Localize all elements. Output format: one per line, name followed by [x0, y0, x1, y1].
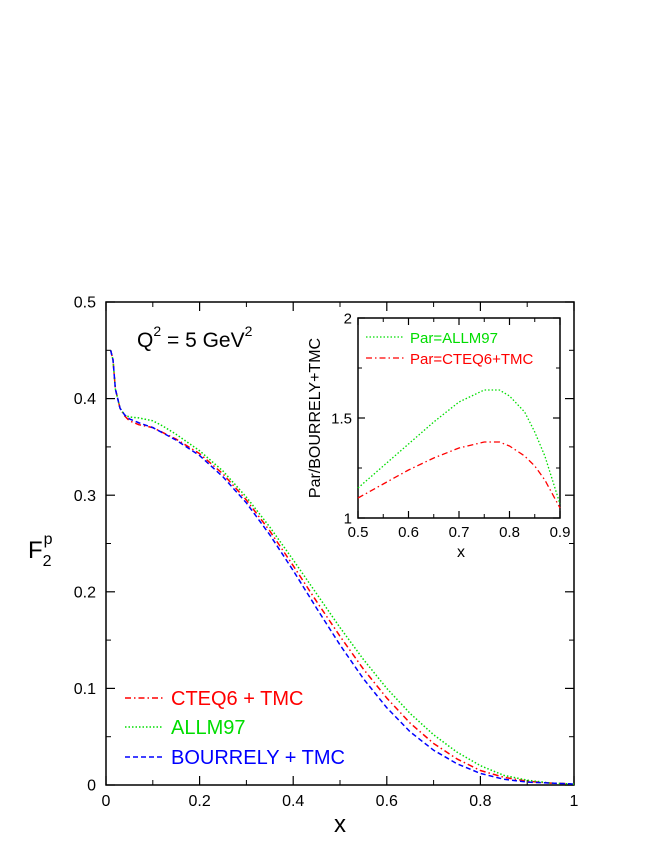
main-legend: CTEQ6 + TMC ALLM97 BOURRELY + TMC — [125, 688, 345, 769]
main-series — [109, 350, 575, 785]
main-x-tick-label: 0.6 — [376, 793, 398, 810]
inset-legend-label-cteq6: Par=CTEQ6+TMC — [410, 351, 534, 368]
main-x-tick-label: 0.8 — [469, 793, 491, 810]
main-y-tick-label: 0.2 — [74, 584, 96, 601]
main-y-axis-label: F2 p — [28, 531, 53, 570]
main-y-tick-label: 0.4 — [74, 391, 96, 408]
main-y-tick-label: 0.1 — [74, 681, 96, 698]
legend-label-allm97: ALLM97 — [171, 717, 246, 739]
inset-y-tick-label: 1.5 — [331, 410, 352, 427]
legend-label-bourrely: BOURRELY + TMC — [171, 747, 345, 769]
inset-x-tick-label: 0.7 — [449, 524, 470, 541]
q2-annotation: Q2 = 5 GeV2 — [137, 323, 253, 352]
legend-label-cteq6: CTEQ6 + TMC — [171, 688, 303, 710]
main-x-axis-label: x — [334, 811, 346, 838]
inset-y-axis-label: Par/BOURRELY+TMC — [307, 338, 324, 498]
main-series-line-bourrely-tmc — [109, 350, 575, 785]
main-x-tick-label: 0.2 — [188, 793, 210, 810]
q2-annotation-sup1: 2 — [153, 323, 161, 339]
main-x-tick-label: 1 — [570, 793, 579, 810]
main-series-line-cteq6-tmc — [109, 350, 575, 785]
main-y-tick-label: 0.5 — [74, 295, 96, 312]
inset-y-tick-label: 2 — [344, 310, 352, 327]
inset-x-axis-label: x — [457, 544, 465, 561]
main-x-tick-label: 0 — [102, 793, 111, 810]
inset-x-tick-label: 0.6 — [398, 524, 419, 541]
main-y-tick-label: 0 — [87, 778, 96, 795]
inset-legend: Par=ALLM97 Par=CTEQ6+TMC — [366, 330, 534, 368]
q2-annotation-pre: Q — [137, 329, 153, 352]
main-y-tick-label: 0.3 — [74, 488, 96, 505]
inset-ticks: 0.5 0.6 0.7 0.8 0.9 1 1.5 2 — [331, 310, 570, 541]
inset-series — [357, 389, 561, 509]
main-y-axis-label-sub: 2 — [43, 553, 52, 570]
main-y-axis-label-base: F — [28, 537, 43, 564]
inset-series-line-par-allm97 — [357, 389, 561, 505]
main-chart: 0 0.2 0.4 0.6 0.8 100.10.20.30.40.5 x F2p Q2 … — [28, 295, 579, 838]
inset-x-tick-label: 0.8 — [499, 524, 520, 541]
main-series-line-allm97 — [109, 350, 575, 785]
inset-plot-frame — [357, 317, 561, 519]
inset-x-tick-label: 0.9 — [550, 524, 571, 541]
q2-annotation-sup2: 2 — [245, 323, 253, 339]
inset-legend-label-allm97: Par=ALLM97 — [410, 330, 498, 347]
inset-x-tick-label: 0.5 — [348, 524, 369, 541]
inset-y-tick-label: 1 — [344, 510, 352, 527]
main-ticks: 0 0.2 0.4 0.6 0.8 1 0 0.1 0.2 0.3 0.4 0.5 — [74, 295, 579, 810]
main-x-tick-label: 0.4 — [282, 793, 304, 810]
q2-annotation-mid: = 5 GeV — [161, 329, 244, 352]
main-y-axis-label-sup: p — [44, 531, 53, 548]
inset-chart: 0.5 0.6 0.7 0.8 0.911.52 x Par/BOURRELY+TMC … — [307, 310, 570, 561]
